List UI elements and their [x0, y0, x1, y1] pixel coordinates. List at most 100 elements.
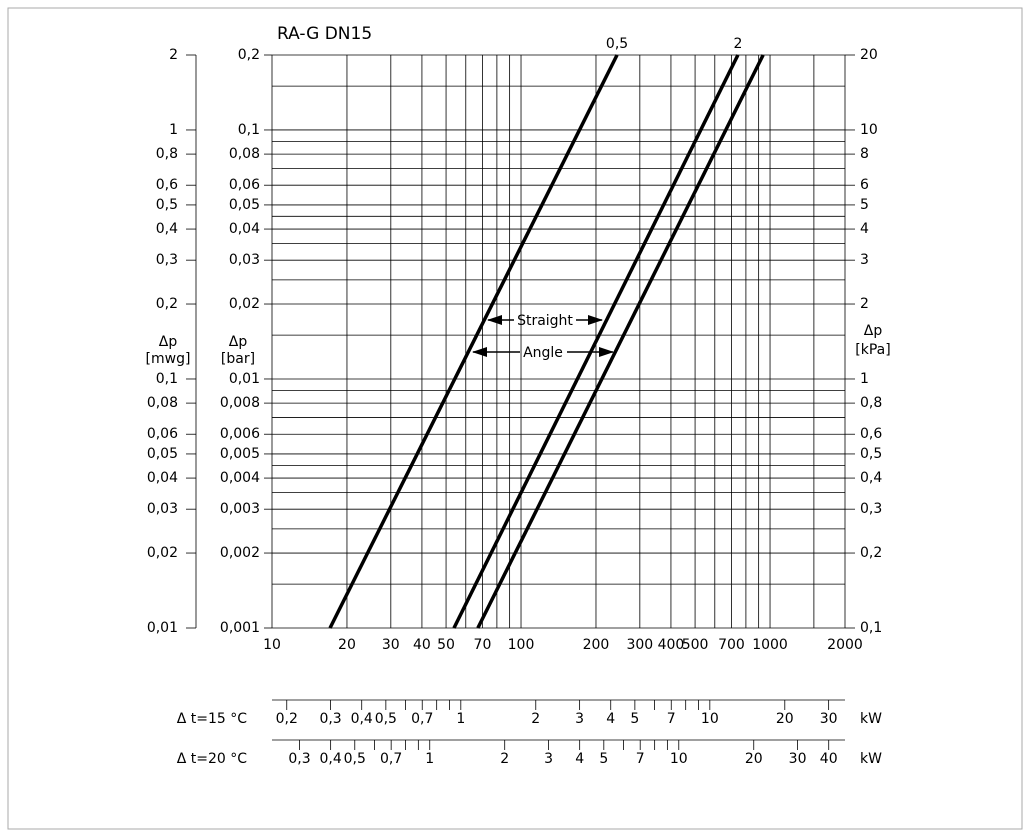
y-tick-label: 0,04 [229, 221, 260, 237]
x-tick-label: 200 [583, 637, 610, 653]
kpa-tick-label: 1 [860, 371, 869, 387]
y-tick-label: 0,008 [220, 395, 260, 411]
mwg-tick-label: 0,3 [156, 252, 178, 268]
arrow-head [487, 315, 502, 325]
power-label: Δ t=15 °C [177, 711, 248, 727]
kpa-unit: [kPa] [855, 342, 890, 358]
power-tick-label: 0,2 [276, 711, 298, 727]
annotation: Straight [517, 313, 573, 329]
power-tick-label: 1 [456, 711, 465, 727]
kpa-tick-label: 0,3 [860, 501, 882, 517]
y-tick-label: 0,2 [238, 47, 260, 63]
power-tick-label: 30 [789, 751, 807, 767]
power-tick-label: 1 [425, 751, 434, 767]
kpa-tick-label: 10 [860, 122, 878, 138]
mwg-tick-label: 0,04 [147, 470, 178, 486]
power-unit: kW [860, 751, 882, 767]
x-tick-label: 700 [718, 637, 745, 653]
power-tick-label: 7 [667, 711, 676, 727]
mwg-unit: [mwg] [146, 351, 191, 367]
x-tick-label: 70 [474, 637, 492, 653]
mwg-tick-label: 0,06 [147, 426, 178, 442]
kpa-tick-label: 5 [860, 197, 869, 213]
power-tick-label: 0,3 [288, 751, 310, 767]
arrow-head [472, 347, 487, 357]
power-label: Δ t=20 °C [177, 751, 248, 767]
y-tick-label: 0,003 [220, 501, 260, 517]
y-tick-label: 0,1 [238, 122, 260, 138]
bar-unit: [bar] [221, 351, 255, 367]
x-tick-label: 500 [682, 637, 709, 653]
power-tick-label: 3 [575, 711, 584, 727]
power-tick-label: 40 [820, 751, 838, 767]
power-tick-label: 10 [670, 751, 688, 767]
power-tick-label: 0,4 [320, 751, 342, 767]
bar-label: Δp [229, 334, 248, 350]
power-tick-label: 3 [544, 751, 553, 767]
power-tick-label: 20 [745, 751, 763, 767]
y-tick-label: 0,06 [229, 177, 260, 193]
kpa-tick-label: 3 [860, 252, 869, 268]
power-tick-label: 10 [701, 711, 719, 727]
power-unit: kW [860, 711, 882, 727]
mwg-tick-label: 0,01 [147, 620, 178, 636]
mwg-label: Δp [159, 334, 178, 350]
power-tick-label: 30 [820, 711, 838, 727]
mwg-tick-label: 0,1 [156, 371, 178, 387]
kpa-tick-label: 0,2 [860, 545, 882, 561]
power-tick-label: 4 [606, 711, 615, 727]
kpa-tick-label: 20 [860, 47, 878, 63]
frame [7, 7, 1023, 830]
y-tick-label: 0,006 [220, 426, 260, 442]
y-tick-label: 0,002 [220, 545, 260, 561]
power-tick-label: 5 [630, 711, 639, 727]
y-tick-label: 0,02 [229, 296, 260, 312]
x-tick-label: 30 [382, 637, 400, 653]
mwg-tick-label: 2 [169, 47, 178, 63]
mwg-tick-label: 0,8 [156, 146, 178, 162]
power-tick-label: 20 [776, 711, 794, 727]
x-tick-label: 300 [626, 637, 653, 653]
power-tick-label: 0,7 [411, 711, 433, 727]
x-tick-label: 100 [508, 637, 535, 653]
mwg-tick-label: 0,02 [147, 545, 178, 561]
x-tick-label: 2000 [827, 637, 863, 653]
arrow-head [588, 315, 603, 325]
series-line [452, 54, 740, 629]
mwg-tick-label: 0,08 [147, 395, 178, 411]
mwg-tick-label: 1 [169, 122, 178, 138]
kpa-tick-label: 4 [860, 221, 869, 237]
mwg-tick-label: 0,05 [147, 446, 178, 462]
y-tick-label: 0,08 [229, 146, 260, 162]
series-line [476, 54, 765, 629]
series-label: 0,5 [606, 36, 628, 52]
y-tick-label: 0,004 [220, 470, 260, 486]
mwg-tick-label: 0,2 [156, 296, 178, 312]
annotation: Angle [523, 345, 563, 361]
y-tick-label: 0,001 [220, 620, 260, 636]
arrow-head [599, 347, 614, 357]
chart-title: RA-G DN15 [277, 24, 372, 44]
x-tick-label: 400 [658, 637, 685, 653]
x-tick-label: 50 [437, 637, 455, 653]
y-tick-label: 0,01 [229, 371, 260, 387]
y-tick-label: 0,05 [229, 197, 260, 213]
kpa-tick-label: 0,1 [860, 620, 882, 636]
series-label: 2 [733, 36, 742, 52]
annotation-angle: Angle [472, 345, 614, 361]
power-tick-label: 0,7 [380, 751, 402, 767]
y-tick-label: 0,005 [220, 446, 260, 462]
series-line [328, 54, 619, 629]
power-tick-label: 4 [575, 751, 584, 767]
mwg-tick-label: 0,03 [147, 501, 178, 517]
x-tick-label: 40 [413, 637, 431, 653]
mwg-tick-label: 0,5 [156, 197, 178, 213]
power-tick-label: 0,4 [351, 711, 373, 727]
x-tick-label: 20 [338, 637, 356, 653]
kpa-tick-label: 8 [860, 146, 869, 162]
annotation-straight: Straight [487, 313, 603, 329]
power-tick-label: 2 [500, 751, 509, 767]
power-tick-label: 5 [599, 751, 608, 767]
kpa-tick-label: 0,5 [860, 446, 882, 462]
